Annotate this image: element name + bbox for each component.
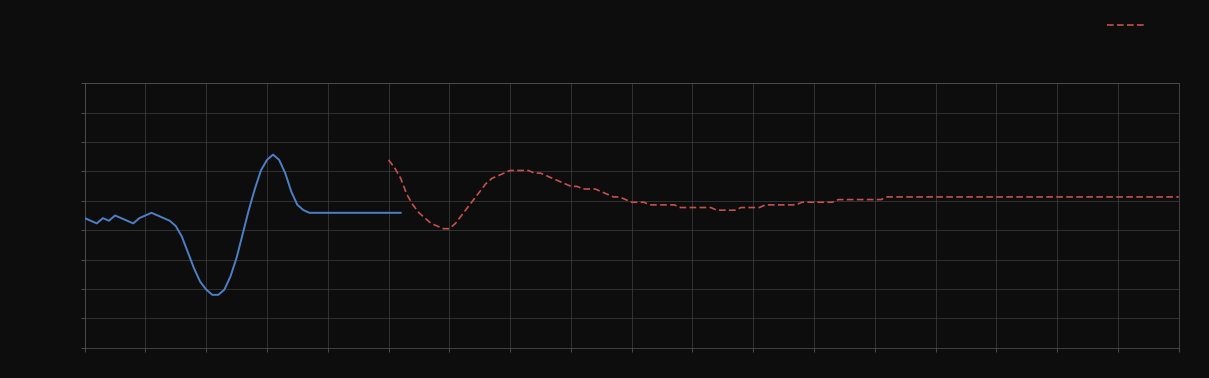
Legend: , : ,	[1107, 0, 1150, 33]
